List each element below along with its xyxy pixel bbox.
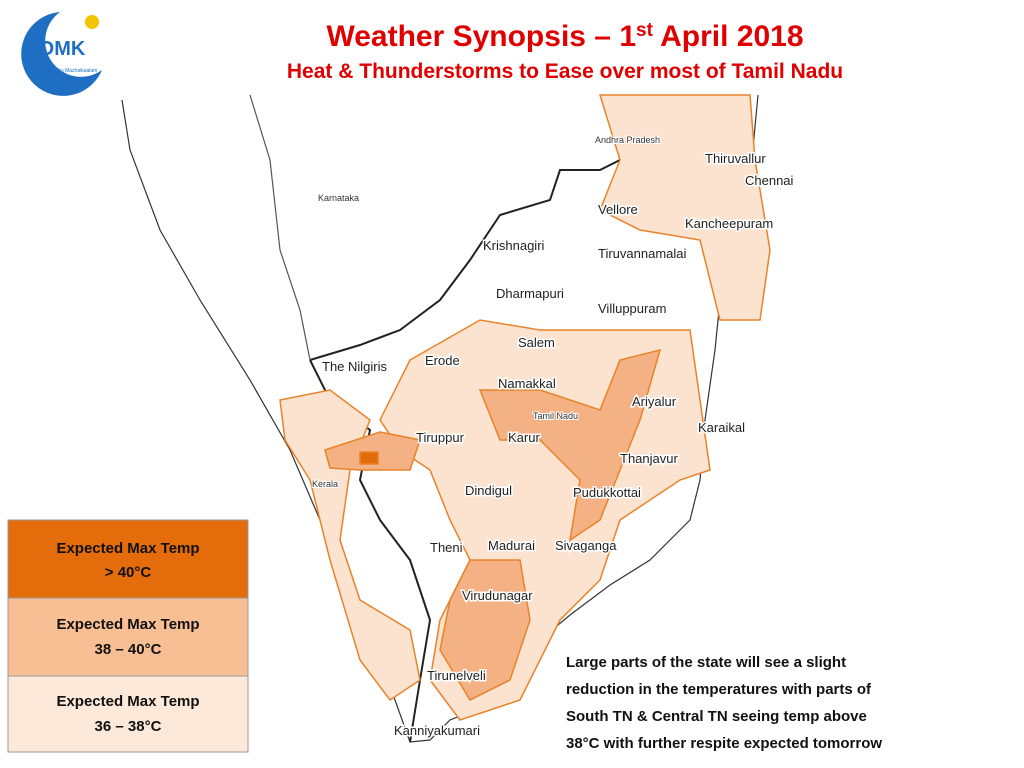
- zone-north: [598, 94, 771, 321]
- place-label: Tiruppur: [416, 430, 465, 445]
- place-label: Thiruvallur: [705, 151, 766, 166]
- logo-moon: [21, 12, 102, 96]
- place-label: Karur: [508, 430, 540, 445]
- logo-sun: [85, 15, 99, 29]
- zone-very-hot: [359, 451, 379, 465]
- place-label: Thanjavur: [620, 451, 678, 466]
- note-line: South TN & Central TN seeing temp above: [566, 708, 867, 725]
- legend: Expected Max Temp > 40°C Expected Max Te…: [7, 519, 249, 753]
- zone-central-hot: [478, 348, 662, 542]
- title-start: Weather Synopsis – 1: [326, 20, 636, 53]
- place-label: Sivaganga: [555, 538, 617, 553]
- legend-text: Expected Max Temp: [56, 693, 199, 710]
- legend-text: Expected Max Temp: [56, 616, 199, 633]
- place-label: Kerala: [312, 479, 338, 489]
- zone-west: [279, 389, 421, 702]
- logo: OMK Chennaiyil Oru Mazhaikaalam: [21, 12, 102, 96]
- legend-text: Expected Max Temp: [56, 540, 199, 557]
- border-karnataka: [249, 94, 311, 361]
- place-label: Tirunelveli: [427, 668, 486, 683]
- legend-text: > 40°C: [105, 564, 152, 581]
- place-label: Madurai: [488, 538, 535, 553]
- place-label: Villuppuram: [598, 301, 666, 316]
- logo-name: OMK: [39, 38, 86, 60]
- zone-south-hot: [439, 559, 531, 701]
- legend-text: 36 – 38°C: [95, 718, 162, 735]
- legend-swatch: [7, 597, 249, 677]
- place-label: Chennai: [745, 173, 794, 188]
- place-label: Pudukkottai: [573, 485, 641, 500]
- place-label: Ariyalur: [632, 394, 677, 409]
- legend-text: 38 – 40°C: [95, 641, 162, 658]
- place-label: Dindigul: [465, 483, 512, 498]
- place-label: Andhra Pradesh: [595, 135, 660, 145]
- zone-west-hot: [324, 431, 421, 471]
- place-label: Virudunagar: [462, 588, 533, 603]
- place-label: Namakkal: [498, 376, 556, 391]
- note: Large parts of the state will see a slig…: [566, 654, 882, 752]
- subtitle: Heat & Thunderstorms to Ease over most o…: [287, 60, 843, 83]
- logo-tagline: Chennaiyil Oru Mazhaikaalam: [31, 68, 98, 74]
- legend-swatch: [7, 675, 249, 753]
- place-label: Tiruvannamalai: [598, 246, 687, 261]
- place-label: Salem: [518, 335, 555, 350]
- place-label: Vellore: [598, 202, 638, 217]
- place-label: Erode: [425, 353, 460, 368]
- place-label: Theni: [430, 540, 463, 555]
- place-label: Krishnagiri: [483, 238, 545, 253]
- note-line: 38°C with further respite expected tomor…: [566, 735, 882, 752]
- title-sup: st: [636, 20, 654, 41]
- place-label: The Nilgiris: [322, 359, 388, 374]
- note-line: reduction in the temperatures with parts…: [566, 681, 872, 698]
- legend-swatch: [7, 519, 249, 599]
- map-labels: Andhra Pradesh Karnataka Thiruvallur Chenna…: [311, 134, 795, 740]
- title-end: April 2018: [653, 20, 804, 53]
- title: Weather Synopsis – 1st April 2018: [326, 20, 803, 53]
- note-line: Large parts of the state will see a slig…: [566, 654, 846, 671]
- place-label: Tamil Nadu: [533, 411, 578, 421]
- place-label: Kancheepuram: [685, 216, 773, 231]
- place-label: Kanniyakumari: [394, 723, 480, 738]
- place-label: Karnataka: [318, 193, 359, 203]
- place-label: Dharmapuri: [496, 286, 564, 301]
- place-label: Karaikal: [698, 420, 745, 435]
- heat-zones: [279, 94, 771, 721]
